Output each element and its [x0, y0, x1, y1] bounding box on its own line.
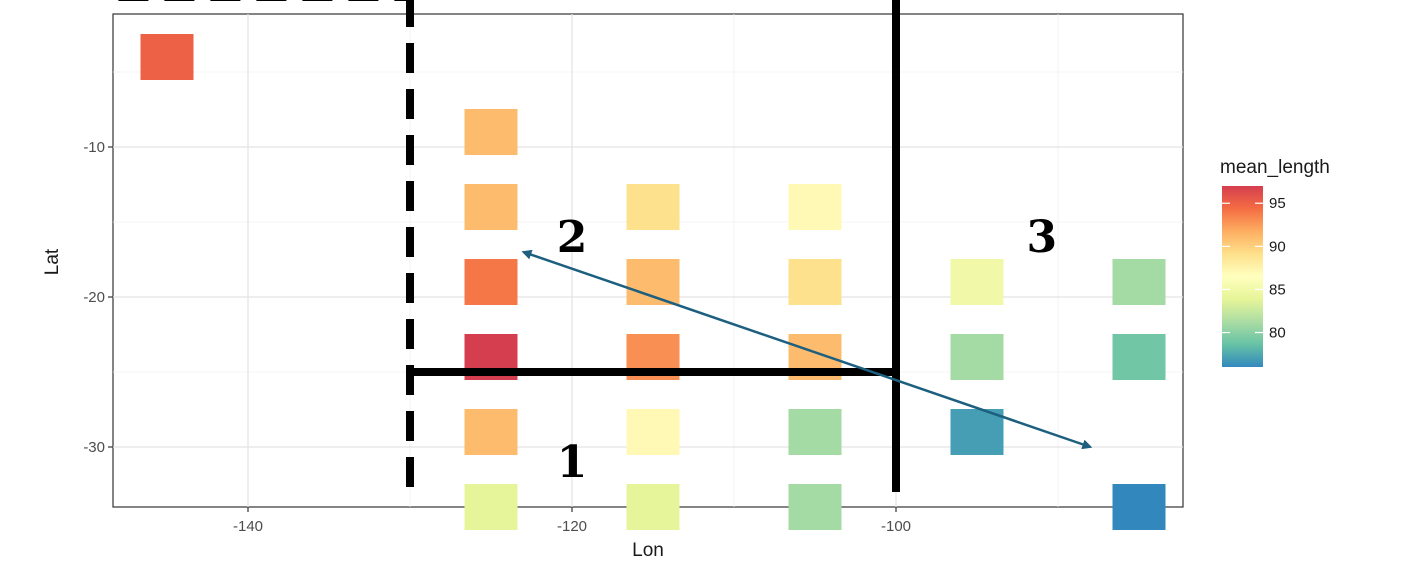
heatmap-tile — [626, 484, 680, 530]
legend-tick-label: 95 — [1269, 195, 1286, 212]
heatmap-tile — [788, 259, 842, 305]
region-label: 1 — [557, 437, 588, 488]
heatmap-tile — [464, 409, 518, 455]
double-headed-arrow — [521, 249, 1093, 450]
heatmap-tile — [788, 484, 842, 530]
legend-title: mean_length — [1220, 157, 1330, 178]
legend-tick-label: 90 — [1269, 238, 1286, 255]
x-tick-label: -140 — [233, 518, 263, 535]
heatmap-tile — [464, 484, 518, 530]
legend-ticks: 95 90 85 80 — [1222, 195, 1286, 342]
y-tick-label: -30 — [83, 439, 105, 456]
y-tick-label: -10 — [83, 139, 105, 156]
legend: mean_length 95 90 85 80 — [1220, 157, 1330, 367]
heatmap-tile — [464, 109, 518, 155]
heatmap-tile — [1112, 259, 1166, 305]
heatmap-tile — [464, 184, 518, 230]
legend-tick-label: 85 — [1269, 281, 1286, 298]
x-tick-label: -120 — [557, 518, 587, 535]
x-axis-title: Lon — [632, 540, 664, 561]
axis-ticks: -140 -120 -100 -10 -20 -30 — [83, 139, 911, 535]
heatmap-tile — [950, 334, 1004, 380]
heatmap-tile — [464, 259, 518, 305]
region-label: 3 — [1026, 212, 1057, 263]
heatmap-tile — [950, 409, 1004, 455]
y-axis-title: Lat — [42, 248, 63, 275]
heatmap-tile — [788, 184, 842, 230]
x-tick-label: -100 — [881, 518, 911, 535]
y-tick-label: -20 — [83, 289, 105, 306]
heatmap-tile — [1112, 334, 1166, 380]
heatmap-tile — [950, 259, 1004, 305]
heatmap-tile — [788, 409, 842, 455]
heatmap-tile — [626, 409, 680, 455]
heatmap-tile — [140, 34, 194, 80]
heatmap-tile — [1112, 484, 1166, 530]
legend-colorbar — [1222, 186, 1263, 367]
annotations: 1 2 3 — [118, 0, 1093, 503]
legend-tick-label: 80 — [1269, 325, 1286, 342]
heatmap-tile — [626, 184, 680, 230]
region-label: 2 — [557, 212, 588, 263]
heatmap-tile — [626, 259, 680, 305]
